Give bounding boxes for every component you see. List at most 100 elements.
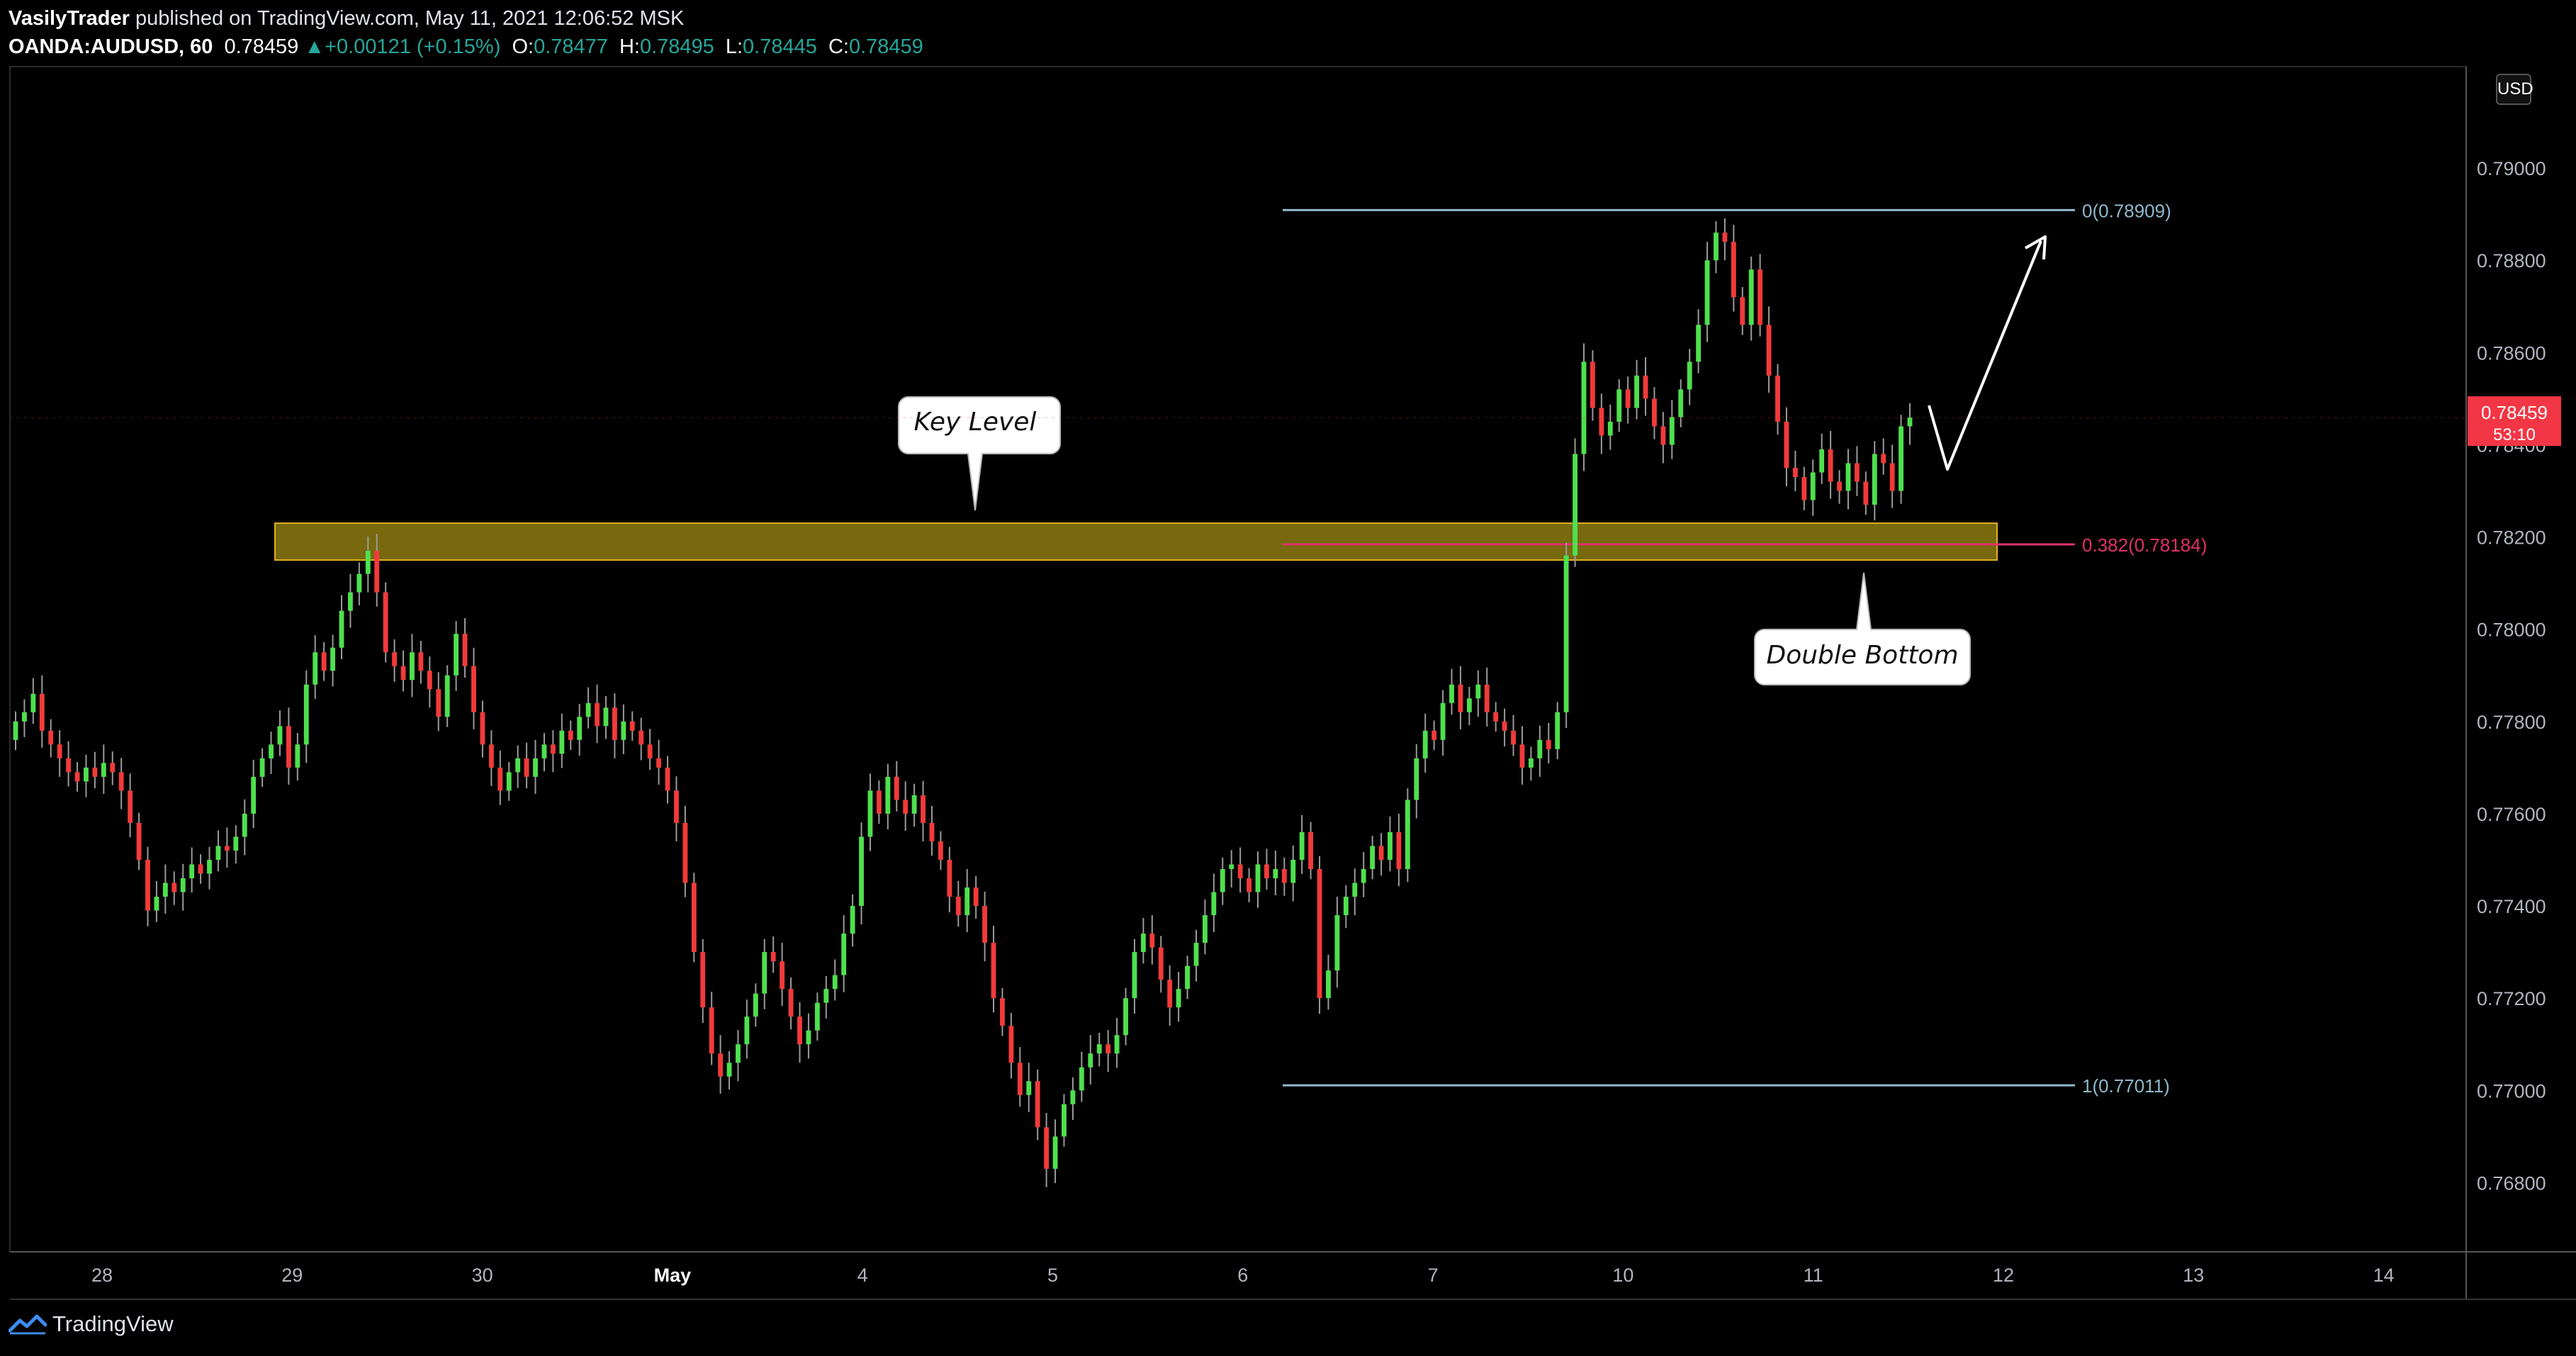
candle-body xyxy=(295,744,300,768)
candle xyxy=(1907,403,1913,445)
candle-body xyxy=(286,726,291,768)
candle xyxy=(1828,430,1833,499)
x-tick-label: 10 xyxy=(1612,1265,1633,1286)
candle xyxy=(295,733,300,781)
fib-level-label: 0(0.78909) xyxy=(2082,200,2171,221)
candle xyxy=(1062,1094,1067,1147)
candle xyxy=(506,762,512,801)
candle-body xyxy=(1167,980,1173,1008)
candle-body xyxy=(418,652,424,671)
candle-body xyxy=(665,767,670,791)
candle xyxy=(1211,873,1217,933)
x-tick-label: 5 xyxy=(1047,1265,1058,1286)
candle xyxy=(867,773,873,851)
candle-body xyxy=(154,897,159,911)
open-value: 0.78477 xyxy=(534,35,608,58)
candle-body xyxy=(603,707,609,727)
current-price-badge xyxy=(2468,396,2561,447)
candle-body xyxy=(39,693,45,731)
candle xyxy=(955,880,961,927)
candle xyxy=(903,781,909,831)
candle-body xyxy=(1863,481,1869,505)
tradingview-logo[interactable]: TradingView xyxy=(9,1311,174,1337)
candle-body xyxy=(718,1053,724,1077)
candle xyxy=(392,639,398,682)
candle xyxy=(251,759,257,829)
candle xyxy=(1519,726,1525,785)
candle-body xyxy=(488,744,494,768)
candle-body xyxy=(1326,970,1331,999)
candle xyxy=(1546,722,1551,764)
candle-body xyxy=(269,744,274,758)
candle-body xyxy=(400,666,406,680)
candle xyxy=(1008,1012,1014,1079)
candle xyxy=(1273,850,1278,896)
ohlc-legend: OANDA:AUDUSD, 60 0.78459 ▲+0.00121 (+0.1… xyxy=(9,33,2347,61)
candle xyxy=(444,665,450,727)
low-label: L: xyxy=(725,35,743,58)
candle xyxy=(762,938,767,1009)
candle xyxy=(736,1030,741,1082)
candle xyxy=(1052,1119,1058,1184)
candle-body xyxy=(1132,952,1137,999)
candle-body xyxy=(515,758,521,773)
candle-body xyxy=(374,551,380,593)
candle xyxy=(462,618,468,678)
candle xyxy=(136,812,142,870)
candle xyxy=(497,750,503,805)
x-tick-label: 28 xyxy=(91,1265,113,1286)
y-tick-label: 0.78600 xyxy=(2477,342,2546,364)
candle-body xyxy=(128,790,133,823)
change-up-icon: ▲ xyxy=(304,35,325,58)
candle-body xyxy=(1502,721,1507,731)
candle-body xyxy=(506,772,512,791)
candle-body xyxy=(1096,1044,1102,1054)
candle-body xyxy=(1766,325,1772,376)
candle-body xyxy=(938,841,943,861)
candle-body xyxy=(330,647,335,671)
candle xyxy=(1123,987,1128,1046)
candle xyxy=(1845,449,1851,510)
candle xyxy=(313,635,318,699)
low-value: 0.78445 xyxy=(743,35,817,58)
candle-body xyxy=(1493,712,1499,722)
candle-body xyxy=(1378,846,1384,861)
candle xyxy=(1193,929,1199,982)
candle-body xyxy=(1837,481,1842,491)
candle-body xyxy=(215,846,221,861)
candle-body xyxy=(427,671,432,690)
candle xyxy=(929,805,935,856)
candle-body xyxy=(1546,739,1551,749)
candle-body xyxy=(1106,1044,1111,1054)
candle xyxy=(207,846,212,890)
candle-body xyxy=(1872,454,1877,505)
candle-body xyxy=(1317,869,1322,999)
candle-body xyxy=(947,860,952,897)
y-tick-label: 0.77200 xyxy=(2477,988,2546,1009)
symbol-label[interactable]: OANDA:AUDUSD, 60 xyxy=(9,35,213,58)
candle xyxy=(850,894,855,947)
currency-badge[interactable]: USD xyxy=(2496,74,2533,105)
candle-body xyxy=(1352,882,1358,897)
bar-countdown: 53:10 xyxy=(2493,425,2536,444)
candle xyxy=(718,1035,724,1094)
candle-body xyxy=(1044,1127,1050,1169)
candle-body xyxy=(1140,934,1146,953)
candle-body xyxy=(903,800,909,814)
publisher-name[interactable]: VasilyTrader xyxy=(9,7,130,30)
candle xyxy=(559,713,565,768)
candle xyxy=(1026,1063,1032,1112)
candle xyxy=(13,711,18,751)
chart-frame xyxy=(9,66,2576,1300)
candle xyxy=(66,741,72,787)
candle xyxy=(1334,897,1340,988)
candle xyxy=(1185,956,1190,999)
candle xyxy=(894,761,899,812)
candle-body xyxy=(1281,869,1287,883)
candle xyxy=(991,926,996,1013)
candle xyxy=(797,1002,802,1063)
candle xyxy=(1352,868,1358,916)
candle-body xyxy=(1458,684,1463,712)
candle xyxy=(1714,220,1719,274)
